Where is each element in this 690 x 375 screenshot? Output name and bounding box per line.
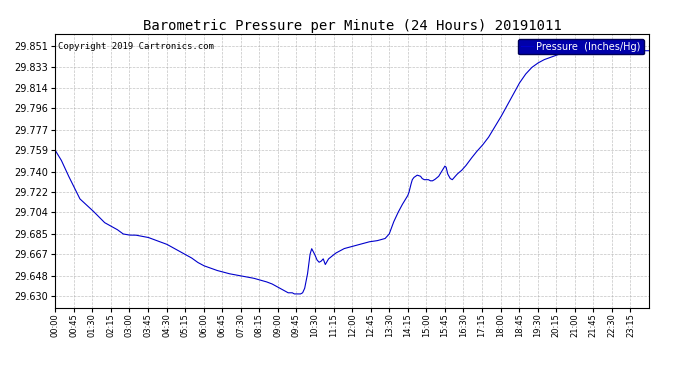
Pressure  (Inches/Hg) — [644, 48, 653, 53]
Text: Copyright 2019 Cartronics.com: Copyright 2019 Cartronics.com — [58, 42, 214, 51]
Pressure  (Inches/Hg) — [290, 292, 299, 296]
Pressure  (Inches/Hg) — [183, 253, 191, 258]
Pressure  (Inches/Hg) — [583, 44, 591, 48]
Title: Barometric Pressure per Minute (24 Hours) 20191011: Barometric Pressure per Minute (24 Hours… — [143, 19, 561, 33]
Pressure  (Inches/Hg) — [444, 173, 453, 178]
Pressure  (Inches/Hg) — [51, 148, 59, 153]
Legend: Pressure  (Inches/Hg): Pressure (Inches/Hg) — [518, 39, 644, 54]
Pressure  (Inches/Hg) — [574, 45, 582, 50]
Pressure  (Inches/Hg) — [168, 245, 177, 250]
Line: Pressure  (Inches/Hg): Pressure (Inches/Hg) — [55, 46, 649, 294]
Pressure  (Inches/Hg) — [249, 276, 257, 280]
Pressure  (Inches/Hg) — [522, 71, 531, 76]
